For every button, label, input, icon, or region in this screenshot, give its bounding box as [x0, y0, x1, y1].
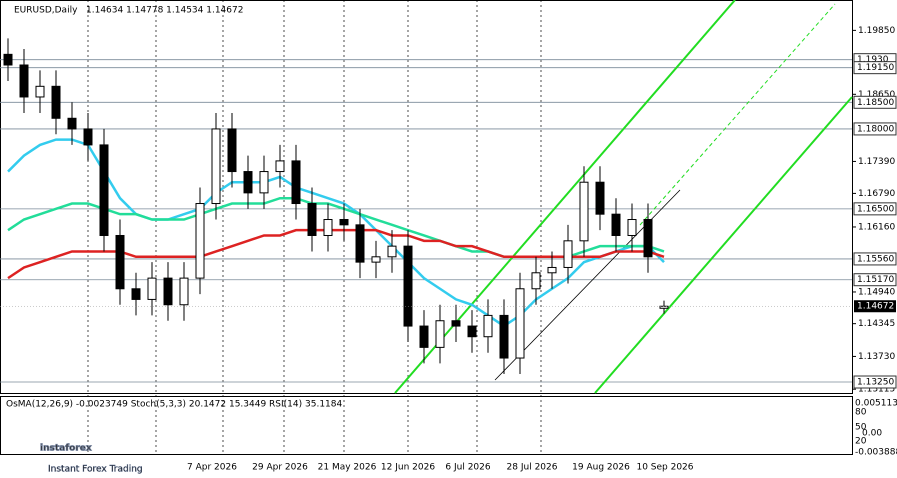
- candle-body: [147, 277, 157, 300]
- candle-body: [371, 256, 381, 263]
- level-label: 1.15170: [857, 275, 894, 285]
- x-tick-label: 12 Jun 2026: [381, 463, 435, 473]
- candle-body: [211, 128, 221, 205]
- level-box: [853, 375, 897, 389]
- candle-body: [259, 171, 269, 194]
- candle-body: [3, 53, 13, 66]
- osc-level: 50: [855, 423, 867, 433]
- x-tick-label: 6 Jul 2026: [445, 463, 490, 473]
- moving-average: [7, 138, 665, 328]
- level-label: 1.15560: [857, 254, 894, 264]
- osc-top: 0.0051136: [855, 399, 897, 409]
- y-tick-label: 1.13115: [858, 385, 895, 395]
- y-tick-label: 1.16790: [858, 189, 895, 199]
- x-tick-label: 21 May 2026: [318, 463, 377, 473]
- x-tick-label: 10 Sep 2026: [636, 463, 693, 473]
- candle-body: [83, 128, 93, 146]
- y-tick-label: 1.19850: [858, 26, 895, 36]
- quote: 1.14634 1.14778 1.14534 1.14672: [86, 6, 243, 16]
- y-tick-label: 1.14345: [858, 319, 895, 329]
- candle-body: [339, 219, 349, 226]
- channel-mid: [639, 3, 836, 226]
- level-label: 1.16500: [857, 204, 894, 214]
- x-tick-label: 29 Apr 2026: [252, 463, 308, 473]
- osc-bottom: -0.003888: [855, 448, 897, 458]
- candle-body: [563, 240, 573, 268]
- candle-body: [451, 320, 461, 327]
- candle-body: [435, 320, 445, 348]
- candle-body: [419, 325, 429, 348]
- channel-line: [594, 96, 853, 394]
- x-tick-label: 19 Aug 2026: [572, 463, 630, 473]
- candle-body: [35, 85, 45, 98]
- candle-body: [99, 144, 109, 236]
- level-label: 1.18500: [857, 98, 894, 108]
- candle-body: [595, 181, 605, 215]
- brand: instaforex: [40, 444, 92, 454]
- candle-body: [403, 245, 413, 327]
- current-price-box: [854, 300, 896, 313]
- candle-body: [387, 245, 397, 258]
- y-tick-label: 1.16160: [858, 222, 895, 232]
- candle-body: [483, 314, 493, 338]
- candle-body: [163, 277, 173, 306]
- y-tick-label: 1.18650: [858, 90, 895, 100]
- level-label: 1.18000: [857, 124, 894, 134]
- candle-body: [515, 288, 525, 359]
- candle-body: [275, 160, 285, 173]
- level-box: [853, 252, 897, 266]
- level-label: 1.19150: [857, 63, 894, 73]
- candle-body: [19, 64, 29, 98]
- tagline: Instant Forex Trading: [48, 465, 143, 475]
- candle-body: [355, 224, 365, 263]
- candle-body: [179, 277, 189, 306]
- symbol-title: EURUSD,Daily: [14, 6, 78, 16]
- level-label: 1.13250: [857, 378, 894, 388]
- candle-body: [243, 171, 253, 194]
- level-box: [853, 273, 897, 287]
- level-box: [853, 122, 897, 136]
- candle-body: [643, 219, 653, 258]
- channel-line: [394, 0, 736, 394]
- candle-body: [499, 314, 509, 359]
- candle-body: [115, 234, 125, 290]
- candle-body: [195, 203, 205, 279]
- candle-body: [579, 181, 589, 242]
- candle-body: [291, 160, 301, 205]
- y-tick-label: 1.17390: [858, 157, 895, 167]
- current-price-label: 1.14672: [857, 302, 894, 312]
- main-pane: [0, 0, 853, 394]
- candle-body: [627, 219, 637, 236]
- candle-body: [131, 288, 141, 300]
- x-tick-label: 28 Jul 2026: [507, 463, 558, 473]
- x-tick-label: 7 Apr 2026: [187, 463, 237, 473]
- level-box: [853, 61, 897, 75]
- candle-body: [547, 266, 557, 274]
- y-tick-label: 1.13730: [858, 352, 895, 362]
- oscillator-header: OsMA(12,26,9) -0.0023749 Stoch(5,3,3) 20…: [6, 400, 342, 410]
- y-tick-label: 1.14940: [858, 287, 895, 297]
- candle-body: [531, 272, 541, 290]
- oscillator-pane: [0, 396, 853, 455]
- osc-zero: 0.00: [862, 429, 882, 439]
- level-label: 1.1930: [857, 55, 889, 65]
- candle-body: [659, 305, 669, 309]
- osc-level: 80: [855, 408, 867, 418]
- candle-body: [467, 325, 477, 338]
- candle-body: [227, 128, 237, 173]
- level-box: [853, 95, 897, 109]
- candle-body: [51, 85, 61, 119]
- candle-body: [611, 213, 621, 236]
- candle-body: [323, 219, 333, 236]
- level-box: [853, 202, 897, 216]
- candle-body: [67, 117, 77, 130]
- osc-level: 20: [855, 437, 867, 447]
- candle-body: [307, 203, 317, 236]
